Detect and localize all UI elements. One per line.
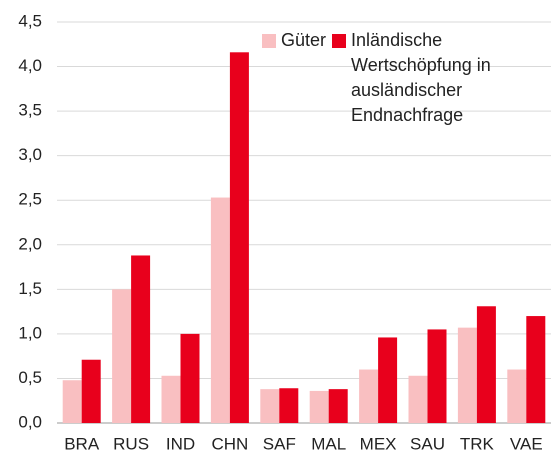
bar (359, 369, 379, 423)
legend: Güter Inländische Wertschöpfung in auslä… (262, 28, 551, 128)
x-tick-label: BRA (64, 434, 100, 453)
bar (161, 375, 181, 423)
legend-swatch (332, 34, 347, 48)
y-tick-label: 3,5 (18, 101, 42, 120)
x-tick-label: MAL (311, 434, 346, 453)
x-tick-label: TRK (460, 434, 495, 453)
legend-label: Güter (281, 30, 327, 50)
bar (408, 375, 428, 423)
y-tick-label: 4,0 (18, 56, 42, 75)
bar (131, 255, 151, 423)
bar (507, 369, 527, 423)
legend-swatch (262, 34, 276, 48)
bar (81, 359, 101, 423)
x-tick-label: VAE (510, 434, 543, 453)
y-tick-label: 1,0 (18, 323, 42, 342)
y-tick-label: 2,5 (18, 190, 42, 209)
y-tick-label: 1,5 (18, 279, 42, 298)
bar (62, 380, 82, 423)
bar (229, 52, 249, 423)
legend-item: Güter (262, 28, 326, 128)
bar (309, 390, 329, 423)
bar (526, 316, 546, 423)
y-tick-label: 2,0 (18, 234, 42, 253)
bar (328, 389, 348, 423)
legend-item: Inländische Wertschöpfung in ausländisch… (332, 28, 517, 128)
y-tick-label: 4,5 (18, 11, 42, 30)
x-tick-label: CHN (211, 434, 248, 453)
bar (180, 333, 200, 423)
bar (210, 197, 230, 423)
x-tick-label: SAU (410, 434, 445, 453)
y-tick-label: 0,5 (18, 368, 42, 387)
x-tick-label: SAF (263, 434, 296, 453)
bar (476, 306, 496, 423)
y-tick-label: 0,0 (18, 412, 42, 431)
y-tick-label: 3,0 (18, 145, 42, 164)
x-tick-label: IND (166, 434, 195, 453)
x-tick-label: MEX (360, 434, 397, 453)
bar (260, 389, 280, 423)
legend-label: Inländische Wertschöpfung in ausländisch… (351, 30, 491, 125)
bar (279, 388, 299, 423)
bar (427, 329, 447, 423)
bar (378, 337, 398, 423)
bar (457, 327, 477, 423)
bar (112, 289, 132, 423)
x-tick-label: RUS (113, 434, 149, 453)
